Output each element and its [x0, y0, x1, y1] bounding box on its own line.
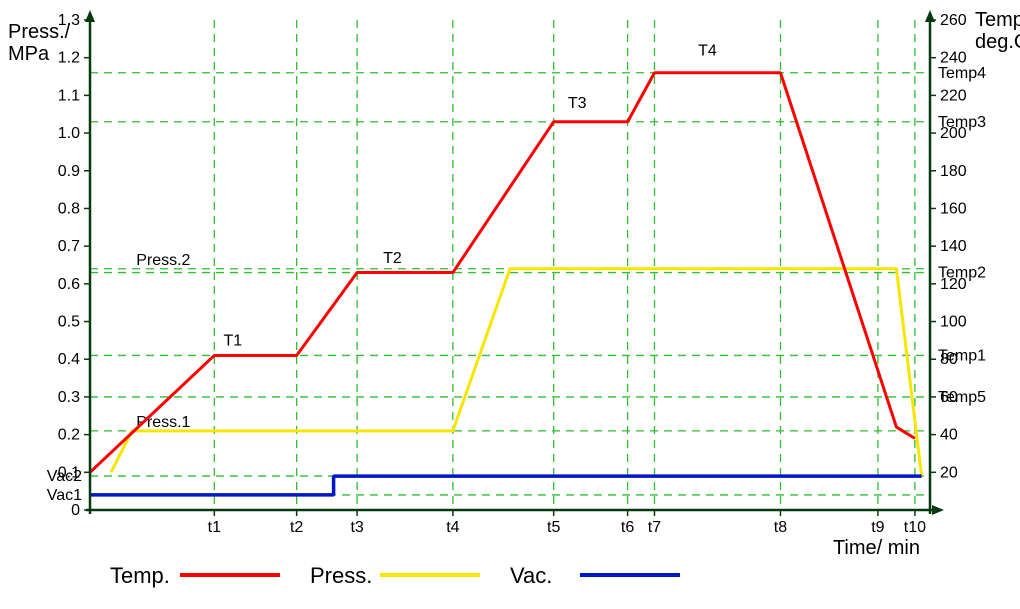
left-tick-label: 0.5 — [58, 314, 80, 331]
bottom-tick-label-t1: t1 — [208, 519, 221, 536]
left-tick-label: 1.0 — [58, 125, 80, 142]
left-tick-label: 0.6 — [58, 276, 80, 293]
series-press — [111, 269, 922, 476]
right-tick-label: 260 — [940, 12, 967, 29]
grid — [90, 20, 930, 510]
series-temp-seglabel-2: T3 — [568, 95, 587, 112]
left-tick-label: 0 — [71, 502, 80, 519]
label-press2: Press.2 — [136, 252, 190, 269]
series-temp-seglabel-0: T1 — [223, 333, 242, 350]
legend-label-temp: Temp. — [110, 563, 170, 588]
bottom-axis-title: Time/ min — [833, 537, 920, 559]
bottom-tick-label-t7: t7 — [648, 519, 661, 536]
right-tick-label: 40 — [940, 427, 958, 444]
left-tick-label: 0.7 — [58, 238, 80, 255]
left-tick-label: 0.1 — [58, 464, 80, 481]
bottom-tick-label-t9: t9 — [871, 519, 884, 536]
right-tick-label: 120 — [940, 276, 967, 293]
right-tick-label: 220 — [940, 87, 967, 104]
right-axis-title-2: deg.C — [975, 31, 1020, 53]
bottom-tick-label-t4: t4 — [446, 519, 459, 536]
left-tick-label: 0.4 — [58, 351, 80, 368]
right-tick-label: 100 — [940, 314, 967, 331]
bottom-tick-label-t6: t6 — [621, 519, 634, 536]
label-temp4: Temp4 — [938, 65, 986, 82]
left-tick-label: 1.1 — [58, 87, 80, 104]
right-tick-label: 160 — [940, 200, 967, 217]
right-tick-label: 180 — [940, 163, 967, 180]
right-tick-label: 60 — [940, 389, 958, 406]
bottom-tick-label-t8: t8 — [774, 519, 787, 536]
bottom-tick-label-t5: t5 — [547, 519, 560, 536]
left-tick-label: 1.2 — [58, 50, 80, 67]
right-tick-label: 80 — [940, 351, 958, 368]
bottom-tick-label-t2: t2 — [290, 519, 303, 536]
legend-label-vac: Vac. — [510, 563, 552, 588]
axis-arrow — [932, 505, 944, 515]
bottom-tick-label-t3: t3 — [350, 519, 363, 536]
right-tick-label: 20 — [940, 464, 958, 481]
right-tick-label: 200 — [940, 125, 967, 142]
right-tick-label: 240 — [940, 50, 967, 67]
left-tick-label: 0.2 — [58, 427, 80, 444]
left-tick-label: 0.3 — [58, 389, 80, 406]
right-tick-label: 140 — [940, 238, 967, 255]
series-temp-seglabel-1: T2 — [383, 250, 402, 267]
series-temp-seglabel-3: T4 — [698, 42, 717, 59]
left-tick-label: 0.8 — [58, 200, 80, 217]
left-axis-title-1: Press./ — [8, 21, 71, 43]
left-tick-label: 0.9 — [58, 163, 80, 180]
legend-label-press: Press. — [310, 563, 372, 588]
right-axis-title-1: Temp./ — [975, 9, 1020, 31]
left-axis-title-2: MPa — [8, 43, 50, 65]
bottom-tick-label-t10: t10 — [904, 519, 926, 536]
process-chart: Vac1Vac2Press.1Press.2Temp1Temp2Temp3Tem… — [0, 0, 1020, 609]
